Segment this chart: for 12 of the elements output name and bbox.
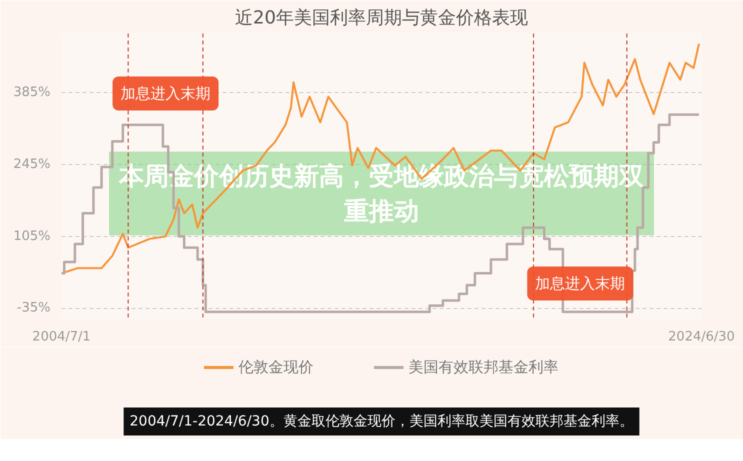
x-tick-label: 2004/7/1 [32, 330, 91, 344]
annotation: 加息进入末期 [120, 84, 211, 102]
annotation: 加息进入末期 [535, 274, 626, 292]
legend-label: 伦敦金现价 [238, 358, 314, 376]
y-tick-label: 245% [13, 156, 51, 172]
x-tick-label: 2024/6/30 [668, 330, 735, 344]
y-tick-label: 385% [13, 85, 51, 100]
legend-label: 美国有效联邦基金利率 [408, 358, 558, 376]
chart-title: 近20年美国利率周期与黄金价格表现 [235, 8, 528, 28]
text: 2004/7/1-2024/6/30。黄金取伦敦金现价，美国利率取美国有效联邦基金利率。 [130, 414, 634, 430]
y-tick-label: -35% [16, 300, 51, 316]
y-tick-label: 105% [13, 228, 51, 244]
